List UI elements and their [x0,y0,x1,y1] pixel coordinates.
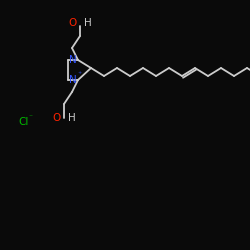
Text: N: N [69,55,77,65]
Text: Cl: Cl [18,117,28,127]
Text: N: N [69,75,77,85]
Text: ⁺: ⁺ [78,70,82,78]
Text: O: O [69,18,77,28]
Text: ⁻: ⁻ [28,112,32,122]
Text: H: H [68,113,76,123]
Text: O: O [53,113,61,123]
Text: H: H [84,18,92,28]
